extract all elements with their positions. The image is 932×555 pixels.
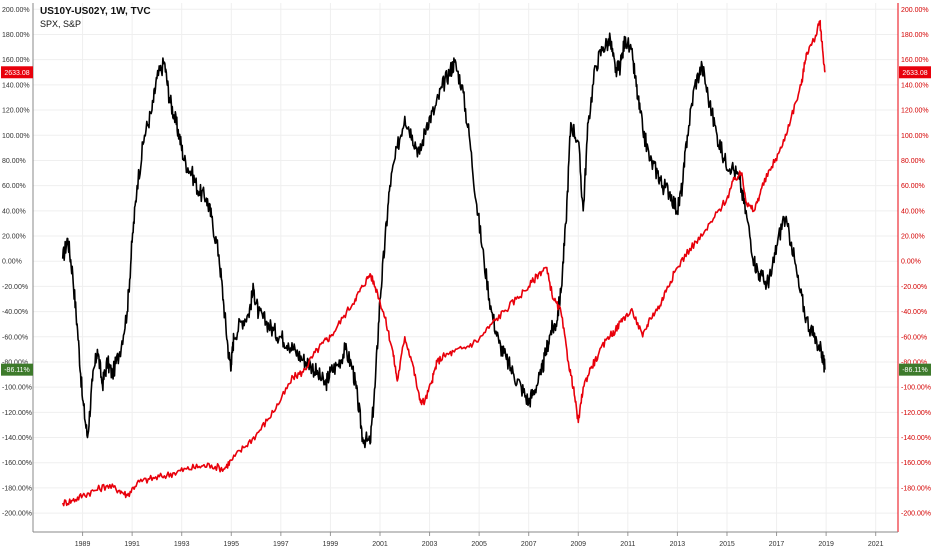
x-tick-label: 2011 xyxy=(620,541,635,548)
x-tick-label: 1997 xyxy=(273,541,289,548)
y-tick-label-right: 140.00% xyxy=(901,82,929,89)
spread-badge-right: -86.11% xyxy=(902,367,928,374)
y-tick-label-right: 20.00% xyxy=(901,234,925,241)
y-tick-label-left: 80.00% xyxy=(2,158,26,165)
y-tick-label-right: -60.00% xyxy=(901,334,927,341)
y-tick-label-left: 200.00% xyxy=(2,7,30,14)
axis-layer: 200.00% 200.00% 180.00% 180.00% 160.00% 160.0… xyxy=(2,3,931,548)
spread-badge-left: -86.11% xyxy=(4,367,30,374)
spx-badge-bg-left xyxy=(1,66,33,79)
y-tick-label-left: -60.00% xyxy=(2,334,28,341)
y-tick-label-left: 20.00% xyxy=(2,234,26,241)
y-tick-label-left: 0.00% xyxy=(2,259,22,266)
x-tick-label: 2015 xyxy=(719,541,735,548)
legend-title: US10Y-US02Y, 1W, TVC xyxy=(40,6,151,17)
y-tick-label-right: -160.00% xyxy=(901,460,931,467)
y-tick-label-right: 40.00% xyxy=(901,208,925,215)
series-layer xyxy=(61,19,826,507)
y-tick-label-right: -100.00% xyxy=(901,385,931,392)
y-tick-label-right: 180.00% xyxy=(901,32,929,39)
y-tick-label-left: 60.00% xyxy=(2,183,26,190)
legend-subtitle: SPX, S&P xyxy=(40,19,82,29)
series-line-spx xyxy=(61,19,826,507)
series-line-spread xyxy=(61,32,826,449)
x-tick-label: 2021 xyxy=(868,541,884,548)
y-tick-label-left: 180.00% xyxy=(2,32,30,39)
y-tick-label-left: -140.00% xyxy=(2,435,32,442)
y-tick-label-right: 120.00% xyxy=(901,108,929,115)
y-tick-label-left: -80.00% xyxy=(2,359,28,366)
x-tick-label: 2007 xyxy=(521,541,537,548)
y-tick-label-right: -80.00% xyxy=(901,359,927,366)
y-tick-label-left: 100.00% xyxy=(2,133,30,140)
y-tick-label-right: -200.00% xyxy=(901,511,931,518)
spread-badge-bg-right xyxy=(899,363,931,376)
x-tick-label: 2005 xyxy=(471,541,487,548)
spx-badge-bg-right xyxy=(899,66,931,79)
spread-badge-bg-left xyxy=(1,363,33,376)
y-tick-label-left: 40.00% xyxy=(2,208,26,215)
y-tick-label-right: -120.00% xyxy=(901,410,931,417)
x-tick-label: 1993 xyxy=(174,541,190,548)
y-tick-label-left: -160.00% xyxy=(2,460,32,467)
y-tick-label-left: -120.00% xyxy=(2,410,32,417)
y-tick-label-right: 200.00% xyxy=(901,7,929,14)
y-tick-label-right: 0.00% xyxy=(901,259,921,266)
spx-badge-left: 2633.08 xyxy=(4,70,29,77)
x-tick-label: 1989 xyxy=(75,541,91,548)
y-tick-label-right: 80.00% xyxy=(901,158,925,165)
y-tick-label-right: 160.00% xyxy=(901,57,929,64)
x-tick-label: 2001 xyxy=(372,541,388,548)
y-tick-label-right: -140.00% xyxy=(901,435,931,442)
x-tick-label: 2019 xyxy=(818,541,834,548)
x-tick-label: 1995 xyxy=(223,541,239,548)
y-tick-label-left: -180.00% xyxy=(2,485,32,492)
y-tick-label-right: -20.00% xyxy=(901,284,927,291)
y-tick-label-left: 160.00% xyxy=(2,57,30,64)
y-tick-label-left: -40.00% xyxy=(2,309,28,316)
x-tick-label: 2017 xyxy=(769,541,785,548)
y-tick-label-right: -40.00% xyxy=(901,309,927,316)
x-tick-label: 2003 xyxy=(422,541,438,548)
x-tick-label: 1999 xyxy=(323,541,339,548)
x-tick-label: 2013 xyxy=(670,541,686,548)
x-tick-label: 2009 xyxy=(570,541,586,548)
badge-layer: 2633.08 2633.08 -86.11% -86.11% xyxy=(1,66,931,376)
grid-layer xyxy=(33,3,898,532)
y-tick-label-left: -100.00% xyxy=(2,385,32,392)
y-tick-label-left: -200.00% xyxy=(2,511,32,518)
y-tick-label-left: -20.00% xyxy=(2,284,28,291)
y-tick-label-right: 100.00% xyxy=(901,133,929,140)
y-tick-label-right: 60.00% xyxy=(901,183,925,190)
x-tick-label: 1991 xyxy=(124,541,140,548)
y-tick-label-right: -180.00% xyxy=(901,485,931,492)
spx-badge-right: 2633.08 xyxy=(902,70,927,77)
y-tick-label-left: 120.00% xyxy=(2,108,30,115)
y-tick-label-left: 140.00% xyxy=(2,82,30,89)
legend: US10Y-US02Y, 1W, TVC SPX, S&P xyxy=(40,5,151,31)
